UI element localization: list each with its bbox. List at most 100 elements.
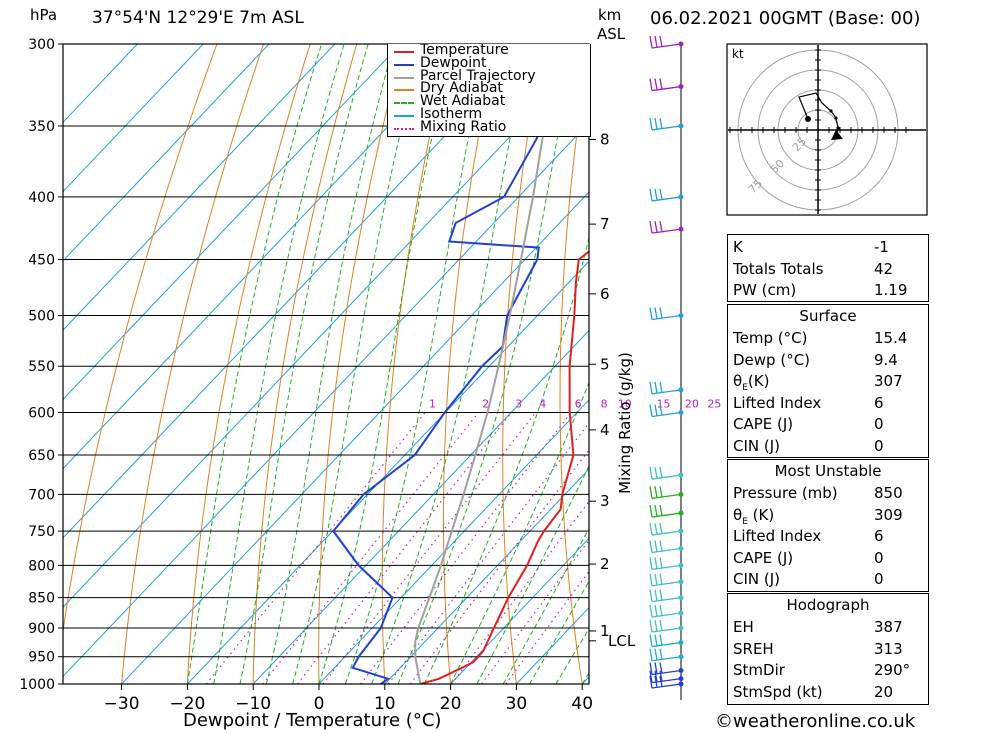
legend-label: Dry Adiabat — [420, 80, 503, 97]
wind-barb-dot — [678, 595, 684, 601]
indices-box: K -1 Totals Totals 42 PW (cm) 1.19 — [727, 234, 929, 302]
wind-barb — [649, 619, 684, 633]
stat-label: PW (cm) — [733, 281, 797, 299]
wind-barb-feather — [654, 188, 658, 201]
hodograph-end-point — [805, 116, 811, 122]
height-km-label: 7 — [600, 215, 610, 233]
dry-adiabat-line — [63, 44, 218, 635]
isotherm-line — [63, 44, 401, 401]
wind-barb — [649, 381, 684, 395]
wind-barb-staff — [651, 474, 682, 480]
most-unstable-box: Most Unstable Pressure (mb) 850 θE (K) 309 Li… — [727, 459, 929, 592]
legend-swatch — [394, 63, 414, 66]
wind-barb-dot — [678, 562, 684, 568]
legend-label: Parcel Trajectory — [420, 67, 536, 84]
stat-label: Lifted Index — [733, 527, 822, 545]
dry-adiabat-line — [252, 44, 358, 684]
temperature-tick-label: −20 — [169, 694, 205, 714]
wind-barb-feather — [659, 589, 663, 601]
stat-label: Pressure (mb) — [733, 484, 838, 502]
wind-barb-feather — [659, 381, 663, 393]
stat-section-title: Surface — [799, 307, 857, 325]
legend-swatch — [394, 102, 414, 105]
wind-barb-feather — [649, 670, 653, 683]
x-axis-title: Dewpoint / Temperature (°C) — [183, 710, 442, 731]
height-km-label: 1 — [600, 622, 610, 640]
wind-barb-feather — [654, 634, 658, 646]
pressure-tick-label: 1000 — [19, 677, 55, 693]
dry-adiabat-line — [559, 46, 589, 684]
isotherm-line — [63, 122, 589, 678]
stat-label: Temp (°C) — [733, 329, 808, 347]
wind-barb-dot — [678, 528, 684, 534]
wet-adiabat-line — [476, 464, 589, 684]
dry-adiabat-line — [381, 44, 451, 684]
wind-barb-feather — [659, 573, 663, 585]
wind-barb-staff — [651, 512, 682, 518]
wind-barb — [649, 35, 684, 49]
wind-barb-feather — [659, 307, 663, 319]
wind-barb-feather — [649, 589, 653, 602]
dry-adiabat-line — [186, 44, 311, 684]
height-km-label: 6 — [600, 285, 610, 303]
wind-barb-feather — [649, 557, 653, 570]
wind-barb-feather — [649, 188, 653, 202]
wind-barb-dot — [678, 676, 684, 682]
wind-barb-staff — [651, 656, 682, 662]
temperature-tick-label: −10 — [235, 694, 271, 714]
axis-labels: 3003504004505005506006507007508008509009… — [19, 37, 721, 714]
wind-barb-staff — [651, 596, 682, 603]
legend-label: Dewpoint — [420, 54, 487, 71]
wind-barb-feather — [654, 117, 658, 130]
hpa-unit-label: hPa — [30, 6, 58, 24]
wind-barb-feather — [659, 486, 663, 498]
wind-barb-feather — [654, 307, 658, 319]
wind-barb-dot — [678, 625, 684, 631]
stat-value: 307 — [874, 372, 903, 390]
wind-barb-dot — [678, 668, 684, 674]
wind-barb-feather — [649, 573, 653, 586]
pressure-tick-label: 850 — [28, 591, 55, 607]
isotherm-line — [63, 44, 204, 193]
wind-barb-dot — [678, 409, 684, 415]
pressure-tick-label: 400 — [28, 190, 55, 206]
wet-adiabat-line — [292, 44, 423, 684]
wind-barb-feather — [654, 589, 658, 602]
hodograph-stats-box: Hodograph EH 387 SREH 313 StmDir 290° StmSpd (k… — [727, 593, 929, 705]
wind-barb-feather — [649, 486, 653, 499]
wind-barb-feather — [649, 466, 653, 480]
isotherm-line — [63, 44, 336, 331]
stat-value: 9.4 — [874, 350, 898, 369]
isotherm-line — [450, 537, 589, 684]
dry-adiabat-line — [121, 44, 264, 684]
wind-barb-feather — [654, 648, 658, 661]
isotherm-line — [318, 399, 589, 684]
wind-barb-feather — [649, 540, 653, 553]
hodograph-unit-label: kt — [732, 47, 744, 61]
wind-barb-feather — [654, 670, 658, 683]
mixing-ratio-label: 15 — [657, 398, 671, 411]
wind-barb-staff — [651, 389, 682, 395]
hodograph-point — [834, 116, 838, 120]
wind-barb-feather — [649, 662, 653, 675]
wind-barb-feather — [659, 670, 663, 682]
wind-barb-feather — [649, 634, 653, 647]
wet-adiabat-line — [423, 235, 589, 684]
wind-barb-dot — [678, 123, 684, 129]
wind-barb-feather — [659, 557, 663, 569]
temperature-tick-label: 40 — [571, 694, 593, 714]
chart-legend: Temperature Dewpoint Parcel Trajectory Dry … — [387, 43, 591, 137]
wind-barb — [649, 540, 684, 554]
stat-value: 0 — [874, 415, 884, 433]
wind-barb-feather — [659, 404, 663, 416]
wind-barb — [649, 486, 684, 500]
wind-barb-dot — [678, 226, 684, 232]
wind-barb — [649, 522, 684, 536]
copyright-text[interactable]: ©weatheronline.co.uk — [715, 711, 916, 732]
legend-swatch — [394, 51, 414, 53]
legend-item: Dry Adiabat — [392, 80, 588, 97]
wet-adiabat-line — [213, 44, 345, 684]
wind-barb-feather — [654, 486, 658, 498]
temperature-tick-label: 0 — [314, 694, 325, 714]
wind-barb — [649, 221, 684, 234]
